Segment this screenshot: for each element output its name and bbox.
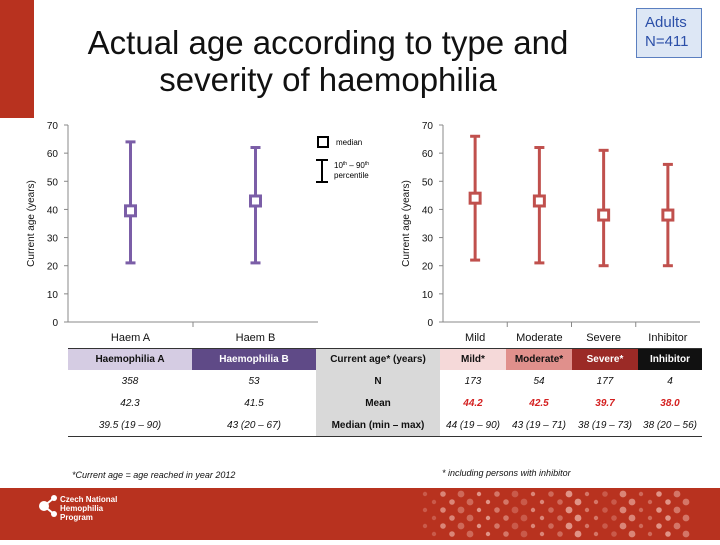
- table-header-cell: Moderate*: [506, 348, 572, 370]
- table-header-row: Haemophilia A Haemophilia B Current age* (…: [68, 348, 702, 370]
- title-line-1: Actual age according to type and: [87, 24, 569, 61]
- charts-canvas: median 10th – 90th percentile 0 10 20 30 40 5…: [26, 121, 700, 344]
- table-cell: 53: [248, 375, 260, 387]
- table-header-cell: Mild*: [440, 348, 506, 370]
- y-axis-label: Current age (years): [26, 180, 37, 267]
- y-tick-label: 40: [47, 205, 59, 216]
- table-cell: 39.7: [595, 397, 615, 409]
- median-legend-icon: [317, 136, 329, 148]
- table-cell: 177: [596, 375, 614, 387]
- table-cell: 358: [121, 375, 139, 387]
- y-tick-label: 0: [427, 318, 433, 329]
- y-tick-label: 0: [52, 318, 58, 329]
- x-category-label: Mild: [465, 332, 485, 344]
- table-cell: 43 (20 – 67): [192, 414, 316, 437]
- table-header-cell: Haemophilia A: [68, 348, 192, 370]
- median-marker: [597, 208, 611, 222]
- table-cell: 38 (19 – 73): [572, 414, 638, 437]
- adults-badge: Adults N=411: [636, 8, 702, 58]
- y-tick-label: 20: [422, 262, 434, 273]
- row-label-cell: N: [316, 370, 440, 392]
- y-tick-label: 10: [422, 290, 434, 301]
- table-header-cell: Inhibitor: [638, 348, 702, 370]
- table-header-cell: Current age* (years): [316, 348, 440, 370]
- median-marker: [249, 194, 262, 208]
- y-tick-label: 70: [422, 121, 434, 132]
- table-row: 39.5 (19 – 90) 43 (20 – 67) Median (min – …: [68, 414, 702, 437]
- table-cell: 38 (20 – 56): [638, 414, 702, 437]
- table-cell: 42.5: [529, 397, 549, 409]
- table-cell: 54: [533, 375, 545, 387]
- median-marker: [661, 208, 675, 222]
- y-tick-label: 60: [47, 149, 59, 160]
- y-tick-label: 30: [422, 234, 434, 245]
- median-marker: [532, 194, 546, 208]
- y-axis-label: Current age (years): [401, 180, 412, 267]
- y-tick-label: 60: [422, 149, 434, 160]
- chart-legend: median 10th – 90th percentile: [316, 136, 369, 183]
- footer-decoration: [39, 490, 690, 538]
- table-cell: 42.3: [120, 397, 140, 409]
- title-line-2: severity of haemophilia: [159, 61, 497, 98]
- x-category-label: Haem B: [236, 332, 276, 344]
- x-category-label: Severe: [586, 332, 621, 344]
- table-row: 358 53 N 173 54 177 4: [68, 370, 702, 392]
- dot-pattern-decoration: [422, 490, 690, 538]
- footnote-current-age: *Current age = age reached in year 2012: [72, 470, 236, 480]
- legend-percentile-line-2: percentile: [334, 171, 369, 180]
- logo-line-2: Hemophilia: [60, 504, 104, 513]
- logo-line-1: Czech National: [60, 495, 118, 504]
- program-logo-icon: [39, 495, 57, 517]
- table-cell: 41.5: [244, 397, 264, 409]
- x-category-label: Haem A: [111, 332, 151, 344]
- badge-line-2: N=411: [645, 33, 689, 50]
- footer-bar: [0, 488, 720, 540]
- y-tick-label: 50: [422, 177, 434, 188]
- row-label-cell: Mean: [316, 392, 440, 414]
- y-tick-label: 30: [47, 234, 59, 245]
- y-tick-label: 50: [47, 177, 59, 188]
- x-category-label: Moderate: [516, 332, 562, 344]
- y-tick-label: 20: [47, 262, 59, 273]
- y-tick-label: 40: [422, 205, 434, 216]
- table-cell: 39.5 (19 – 90): [68, 414, 192, 437]
- table-cell: 38.0: [660, 397, 680, 409]
- badge-line-1: Adults: [645, 14, 687, 31]
- median-marker: [124, 204, 137, 218]
- footnote-inhibitor: * including persons with inhibitor: [442, 468, 571, 478]
- row-label-cell: Median (min – max): [316, 414, 440, 437]
- percentile-legend-icon: [316, 159, 328, 183]
- summary-table: Haemophilia A Haemophilia B Current age* (…: [68, 348, 702, 437]
- slide-title: Actual age according to type and severit…: [48, 24, 608, 98]
- y-tick-label: 70: [47, 121, 59, 132]
- table-cell: 4: [667, 375, 673, 387]
- table-cell: 173: [464, 375, 482, 387]
- table-header-cell: Haemophilia B: [192, 348, 316, 370]
- program-logo-text: Czech National Hemophilia Program: [60, 495, 117, 522]
- table-header-cell: Severe*: [572, 348, 638, 370]
- table-row: 42.3 41.5 Mean 44.2 42.5 39.7 38.0: [68, 392, 702, 414]
- logo-line-3: Program: [60, 513, 93, 522]
- y-tick-label: 10: [47, 290, 59, 301]
- table-cell: 44 (19 – 90): [440, 414, 506, 437]
- median-marker: [468, 191, 482, 205]
- legend-percentile-line-1: 10th – 90th: [334, 161, 369, 170]
- table-cell: 43 (19 – 71): [506, 414, 572, 437]
- side-accent-bar: [0, 0, 34, 118]
- table-cell: 44.2: [463, 397, 483, 409]
- x-category-label: Inhibitor: [648, 332, 687, 344]
- legend-median-label: median: [336, 138, 362, 147]
